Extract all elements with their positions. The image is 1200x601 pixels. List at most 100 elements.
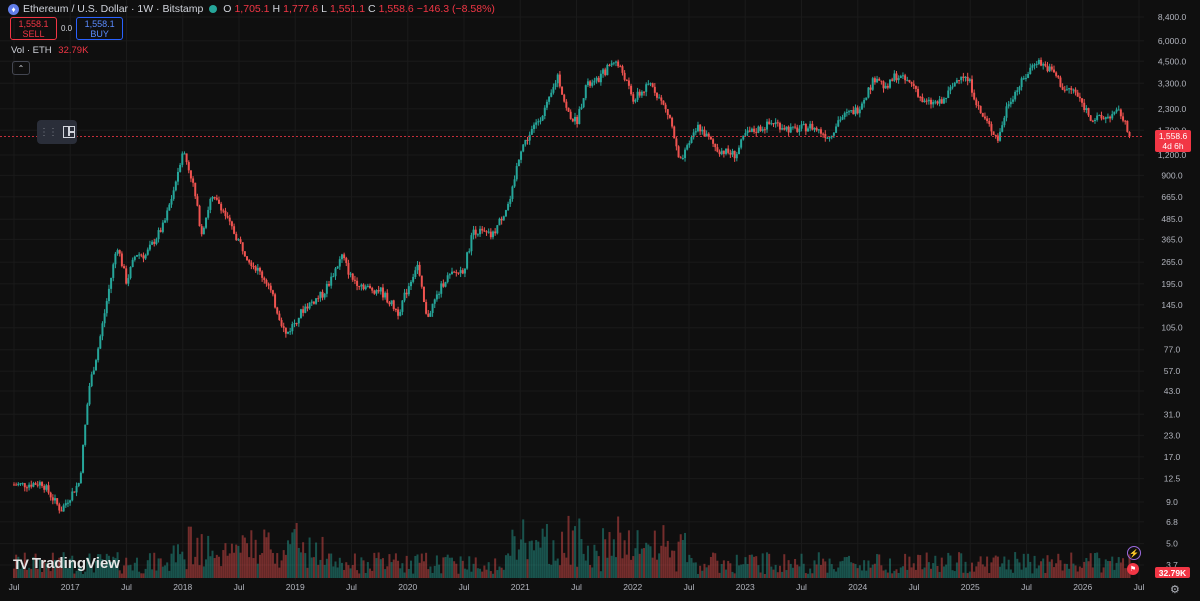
volume-bar <box>746 563 749 578</box>
candle-body <box>217 199 220 204</box>
volume-bar <box>392 559 395 578</box>
candle-body <box>617 61 620 67</box>
candle-body <box>200 226 203 235</box>
collapse-legend-button[interactable]: ⌃ <box>12 61 30 75</box>
candle-body <box>489 231 492 238</box>
time-axis[interactable] <box>0 580 1144 601</box>
sell-button[interactable]: 1,558.1 SELL <box>10 17 57 40</box>
volume-bar <box>58 557 61 578</box>
volume-bar <box>714 553 717 578</box>
volume-bar <box>770 566 773 578</box>
bolt-icon[interactable]: ⚡ <box>1127 546 1141 560</box>
candle-body <box>1035 63 1038 65</box>
volume-bar <box>217 556 220 578</box>
candle-body <box>794 126 797 128</box>
candle-body <box>889 79 892 88</box>
volume-bar <box>886 572 889 578</box>
volume-bar <box>960 553 963 578</box>
tradingview-logo[interactable]: TV TradingView <box>13 555 120 572</box>
candle-body <box>222 210 225 212</box>
candle-body <box>386 292 389 303</box>
volume-bar <box>444 557 447 578</box>
volume-bar <box>589 564 592 578</box>
volume-bar <box>295 522 298 578</box>
price-axis[interactable] <box>1144 0 1200 601</box>
gear-icon[interactable]: ⚙ <box>1170 584 1180 596</box>
candle-body <box>832 132 835 136</box>
volume-bar <box>981 564 984 578</box>
candle-body <box>973 92 976 100</box>
volume-bar <box>289 544 292 578</box>
volume-bar <box>768 553 771 578</box>
candle-body <box>513 179 516 187</box>
candle-body <box>405 292 408 295</box>
flag-icon[interactable]: ⚑ <box>1127 563 1139 575</box>
volume-bar <box>815 564 818 578</box>
candle-body <box>701 129 704 132</box>
candle-body <box>243 251 246 257</box>
buy-button[interactable]: 1,558.1 BUY <box>76 17 124 40</box>
volume-bar <box>140 573 143 578</box>
candle-body <box>662 100 665 105</box>
volume-bar <box>90 566 93 578</box>
candle-body <box>593 80 596 83</box>
volume-bar <box>891 573 894 578</box>
candle-body <box>914 86 917 89</box>
y-tick-label: 31.0 <box>1164 409 1181 419</box>
candle-body <box>604 69 607 76</box>
volume-bar <box>1106 561 1109 578</box>
candle-body <box>1014 91 1017 100</box>
candle-body <box>205 217 208 228</box>
candle-body <box>977 105 980 107</box>
volume-bar <box>638 553 641 578</box>
floating-toolbar[interactable]: ⋮⋮ <box>37 120 77 144</box>
candle-body <box>155 239 158 244</box>
volume-bar <box>647 544 650 578</box>
volume-bar <box>673 550 676 578</box>
volume-legend[interactable]: Vol · ETH 32.79K <box>11 45 88 56</box>
candle-body <box>427 313 430 317</box>
layout-icon[interactable] <box>63 126 75 138</box>
candle-body <box>865 97 868 100</box>
candle-body <box>520 151 523 160</box>
current-price-tag: 1,558.6 4d 6h <box>1155 130 1191 152</box>
candle-body <box>783 128 786 130</box>
candle-body <box>112 264 115 278</box>
candle-body <box>433 299 436 304</box>
volume-bar <box>996 556 999 578</box>
volume-bar <box>207 535 210 578</box>
volume-bar <box>876 554 879 578</box>
candle-body <box>1020 78 1023 88</box>
volume-bar <box>235 544 238 578</box>
y-tick-label: 105.0 <box>1161 323 1183 333</box>
symbol-title[interactable]: Ethereum / U.S. Dollar · 1W · Bitstamp <box>23 3 204 15</box>
volume-bar <box>287 540 290 578</box>
candle-body <box>144 254 147 259</box>
drag-handle-icon[interactable]: ⋮⋮ <box>39 126 58 138</box>
candle-body <box>248 260 251 263</box>
candle-body <box>595 77 598 81</box>
candle-body <box>643 91 646 93</box>
volume-bar <box>88 553 91 578</box>
candle-body <box>699 124 702 132</box>
x-tick-label: Jul <box>796 582 807 592</box>
volume-bar <box>580 539 583 578</box>
candle-body <box>599 73 602 83</box>
candle-body <box>960 76 963 81</box>
low-label: L <box>321 3 327 15</box>
volume-bar <box>271 552 274 578</box>
candle-body <box>671 117 674 127</box>
candle-body <box>807 128 810 132</box>
candle-body <box>968 79 971 82</box>
x-tick-label: 2021 <box>511 582 530 592</box>
volume-bar <box>455 563 458 578</box>
candle-body <box>1001 125 1004 132</box>
volume-bar <box>716 560 719 578</box>
y-tick-label: 23.0 <box>1164 430 1181 440</box>
candle-body <box>936 101 939 104</box>
candle-body <box>731 150 734 155</box>
candle-body <box>274 294 277 308</box>
candle-body <box>120 253 123 267</box>
candle-body <box>994 134 997 136</box>
